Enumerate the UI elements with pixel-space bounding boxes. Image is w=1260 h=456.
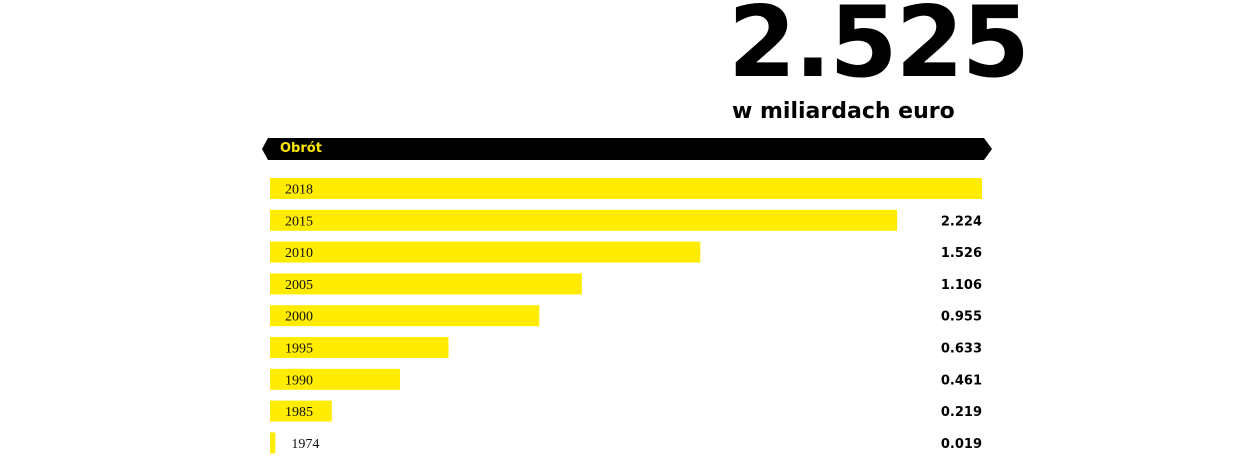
bar-year-label: 2000	[285, 310, 313, 325]
section-banner: Obrót	[262, 138, 992, 160]
unit-label: w miliardach euro	[732, 99, 955, 124]
bar-1995	[270, 337, 449, 358]
bar-2005	[270, 273, 582, 295]
bar-year-label: 1995	[285, 342, 313, 357]
bar-year-label: 1974	[291, 437, 319, 452]
bar-2018	[270, 178, 982, 199]
banner-arrow-shape	[262, 138, 992, 160]
bar-year-label: 2015	[285, 214, 313, 229]
bar-value-label: 0.019	[941, 437, 982, 452]
bar-value-label: 1.106	[941, 278, 982, 293]
bar-value-label: 1.526	[941, 246, 982, 261]
bar-year-label: 1985	[285, 405, 313, 420]
bar-2010	[270, 241, 701, 263]
section-label: Obrót	[280, 141, 322, 156]
bar-year-label: 2005	[285, 278, 313, 293]
bar-value-label: 0.633	[941, 342, 982, 357]
bar-2000	[270, 305, 540, 327]
bar-year-label: 2018	[285, 183, 313, 198]
bar-1985	[270, 400, 332, 422]
headline-value: 2.525	[728, 0, 1030, 100]
bar-year-label: 1990	[285, 373, 313, 388]
bar-1974	[270, 432, 276, 454]
bar-value-label: 2.224	[941, 214, 982, 229]
bar-value-label: 0.461	[941, 373, 982, 388]
bar-value-label: 0.955	[941, 310, 982, 325]
bar-year-label: 2010	[285, 246, 313, 261]
bar-2015	[270, 209, 898, 231]
bar-1990	[270, 368, 400, 390]
bar-value-label: 0.219	[941, 405, 982, 420]
